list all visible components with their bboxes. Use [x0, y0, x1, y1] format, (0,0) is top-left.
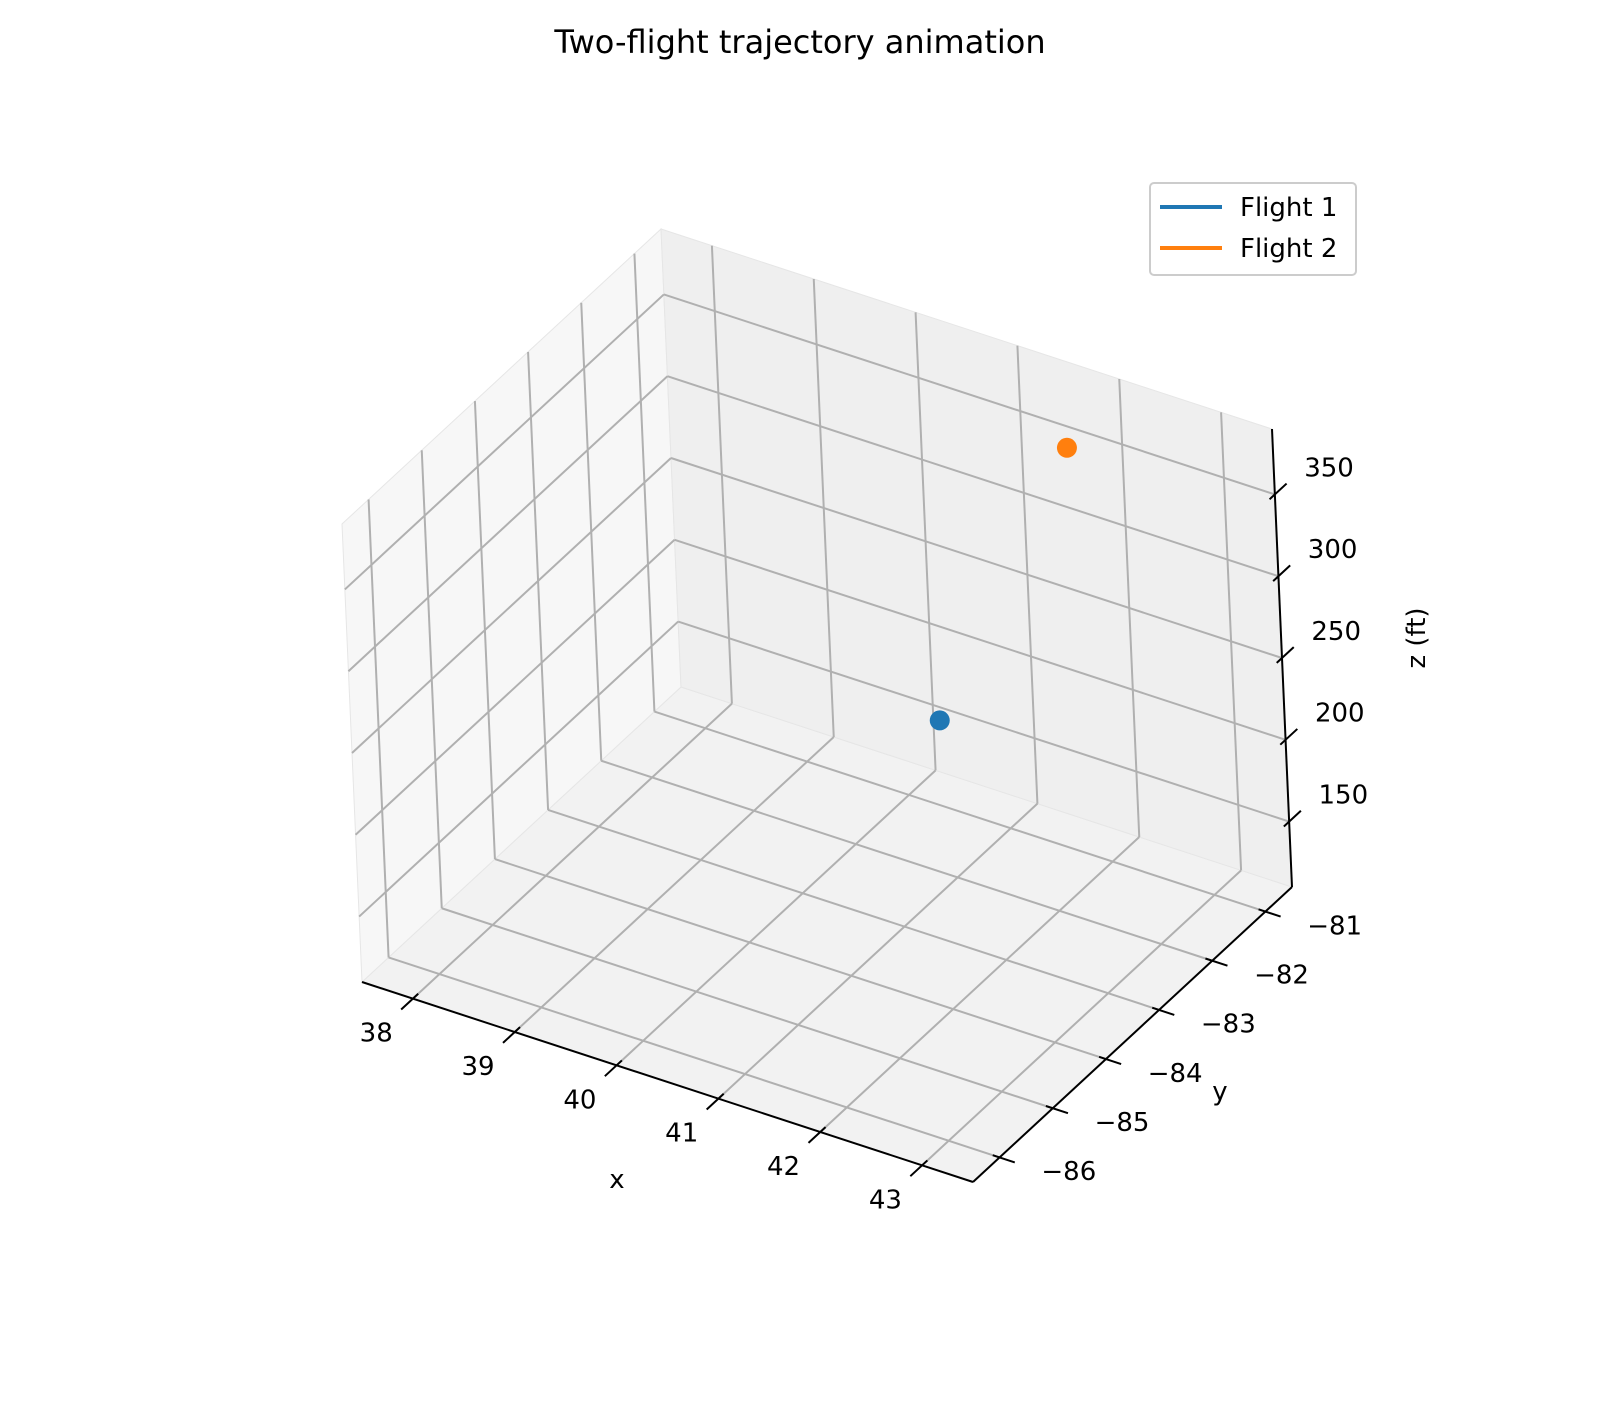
gridline-z-back — [667, 375, 1279, 578]
z-axis-tick — [1268, 482, 1288, 501]
z-axis-tick-label: 200 — [1315, 699, 1365, 729]
gridline-z-back — [670, 457, 1283, 659]
gridline-z-left — [347, 375, 669, 672]
x-axis-tick — [909, 1159, 929, 1177]
x-axis-tick — [807, 1126, 827, 1144]
z-axis-tick — [1276, 646, 1295, 664]
z-axis-tick — [1283, 809, 1302, 828]
gridline-z-back — [674, 538, 1286, 741]
gridline-y-floor — [441, 907, 1054, 1110]
x-axis-tick — [705, 1093, 725, 1111]
gridlines — [344, 245, 1290, 1167]
flight-2-marker — [1056, 437, 1077, 458]
x-axis-tick-label: 41 — [665, 1119, 698, 1149]
x-axis-tick-label: 42 — [767, 1152, 800, 1182]
z-axis-tick-label: 300 — [1308, 535, 1358, 565]
gridline-y-floor — [600, 759, 1213, 962]
y-axis-tick-label: −83 — [1201, 1010, 1256, 1040]
gridline-z-left — [358, 620, 679, 918]
gridline-y-floor — [547, 808, 1160, 1011]
y-axis-tick-label: −81 — [1307, 911, 1362, 941]
x-axis-tick — [400, 993, 419, 1011]
x-axis-tick-label: 40 — [563, 1085, 596, 1115]
y-axis-tick — [1258, 908, 1281, 918]
gridline-y-floor — [388, 956, 1000, 1159]
z-axis-tick — [1279, 728, 1298, 746]
y-axis-tick — [1205, 957, 1228, 967]
y-axis-tick — [1045, 1105, 1069, 1115]
gridline-x-floor — [717, 802, 1039, 1100]
z-axis-tick-label: 350 — [1304, 453, 1354, 483]
gridline-z-left — [351, 457, 672, 754]
flight-1-marker — [929, 710, 950, 731]
y-axis-tick-label: −84 — [1148, 1059, 1203, 1089]
x-axis-tick-label: 38 — [360, 1019, 393, 1049]
gridline-x-floor — [921, 869, 1242, 1167]
y-axis-line — [972, 886, 1293, 1183]
gridline-z-back — [677, 620, 1290, 823]
y-axis-tick — [1098, 1055, 1122, 1066]
gridline-x-floor — [412, 702, 733, 1000]
x-axis-label: x — [609, 1165, 624, 1195]
x-axis-line — [361, 981, 974, 1183]
axis-ticks: 38 39 40 41 42 43 −86 −85 −84 −83 −82 −81 150 200 250 3… — [360, 453, 1368, 1215]
x-axis-tick-label: 43 — [869, 1185, 902, 1215]
y-axis-tick — [992, 1154, 1016, 1164]
gridline-z-back — [663, 293, 1276, 496]
y-axis-label: y — [1212, 1077, 1227, 1107]
y-axis-tick-label: −86 — [1041, 1157, 1096, 1187]
legend-label-flight-1: Flight 1 — [1240, 193, 1337, 223]
z-axis-label: z (ft) — [1402, 607, 1432, 668]
y-axis-tick — [1151, 1006, 1175, 1016]
x-axis-tick — [502, 1026, 521, 1044]
data-points — [929, 437, 1077, 731]
gridline-z-left — [344, 293, 665, 591]
z-axis-tick-label: 250 — [1311, 617, 1361, 647]
gridline-z-left — [354, 539, 676, 836]
z-axis-tick-label: 150 — [1319, 780, 1369, 810]
chart-title: Two-flight trajectory animation — [553, 23, 1045, 61]
gridline-x-floor — [514, 736, 835, 1033]
x-axis-tick — [604, 1059, 623, 1077]
y-axis-tick-label: −82 — [1254, 960, 1309, 990]
x-axis-tick-label: 39 — [461, 1052, 494, 1082]
gridline-y-floor — [494, 858, 1107, 1061]
gridline-x-floor — [615, 769, 937, 1067]
legend: Flight 1 Flight 2 — [1149, 182, 1357, 276]
z-axis-tick — [1272, 564, 1291, 582]
gridline-y-floor — [654, 710, 1266, 913]
y-axis-tick-label: −85 — [1095, 1108, 1150, 1138]
gridline-x-floor — [819, 836, 1140, 1133]
legend-label-flight-2: Flight 2 — [1240, 234, 1337, 264]
